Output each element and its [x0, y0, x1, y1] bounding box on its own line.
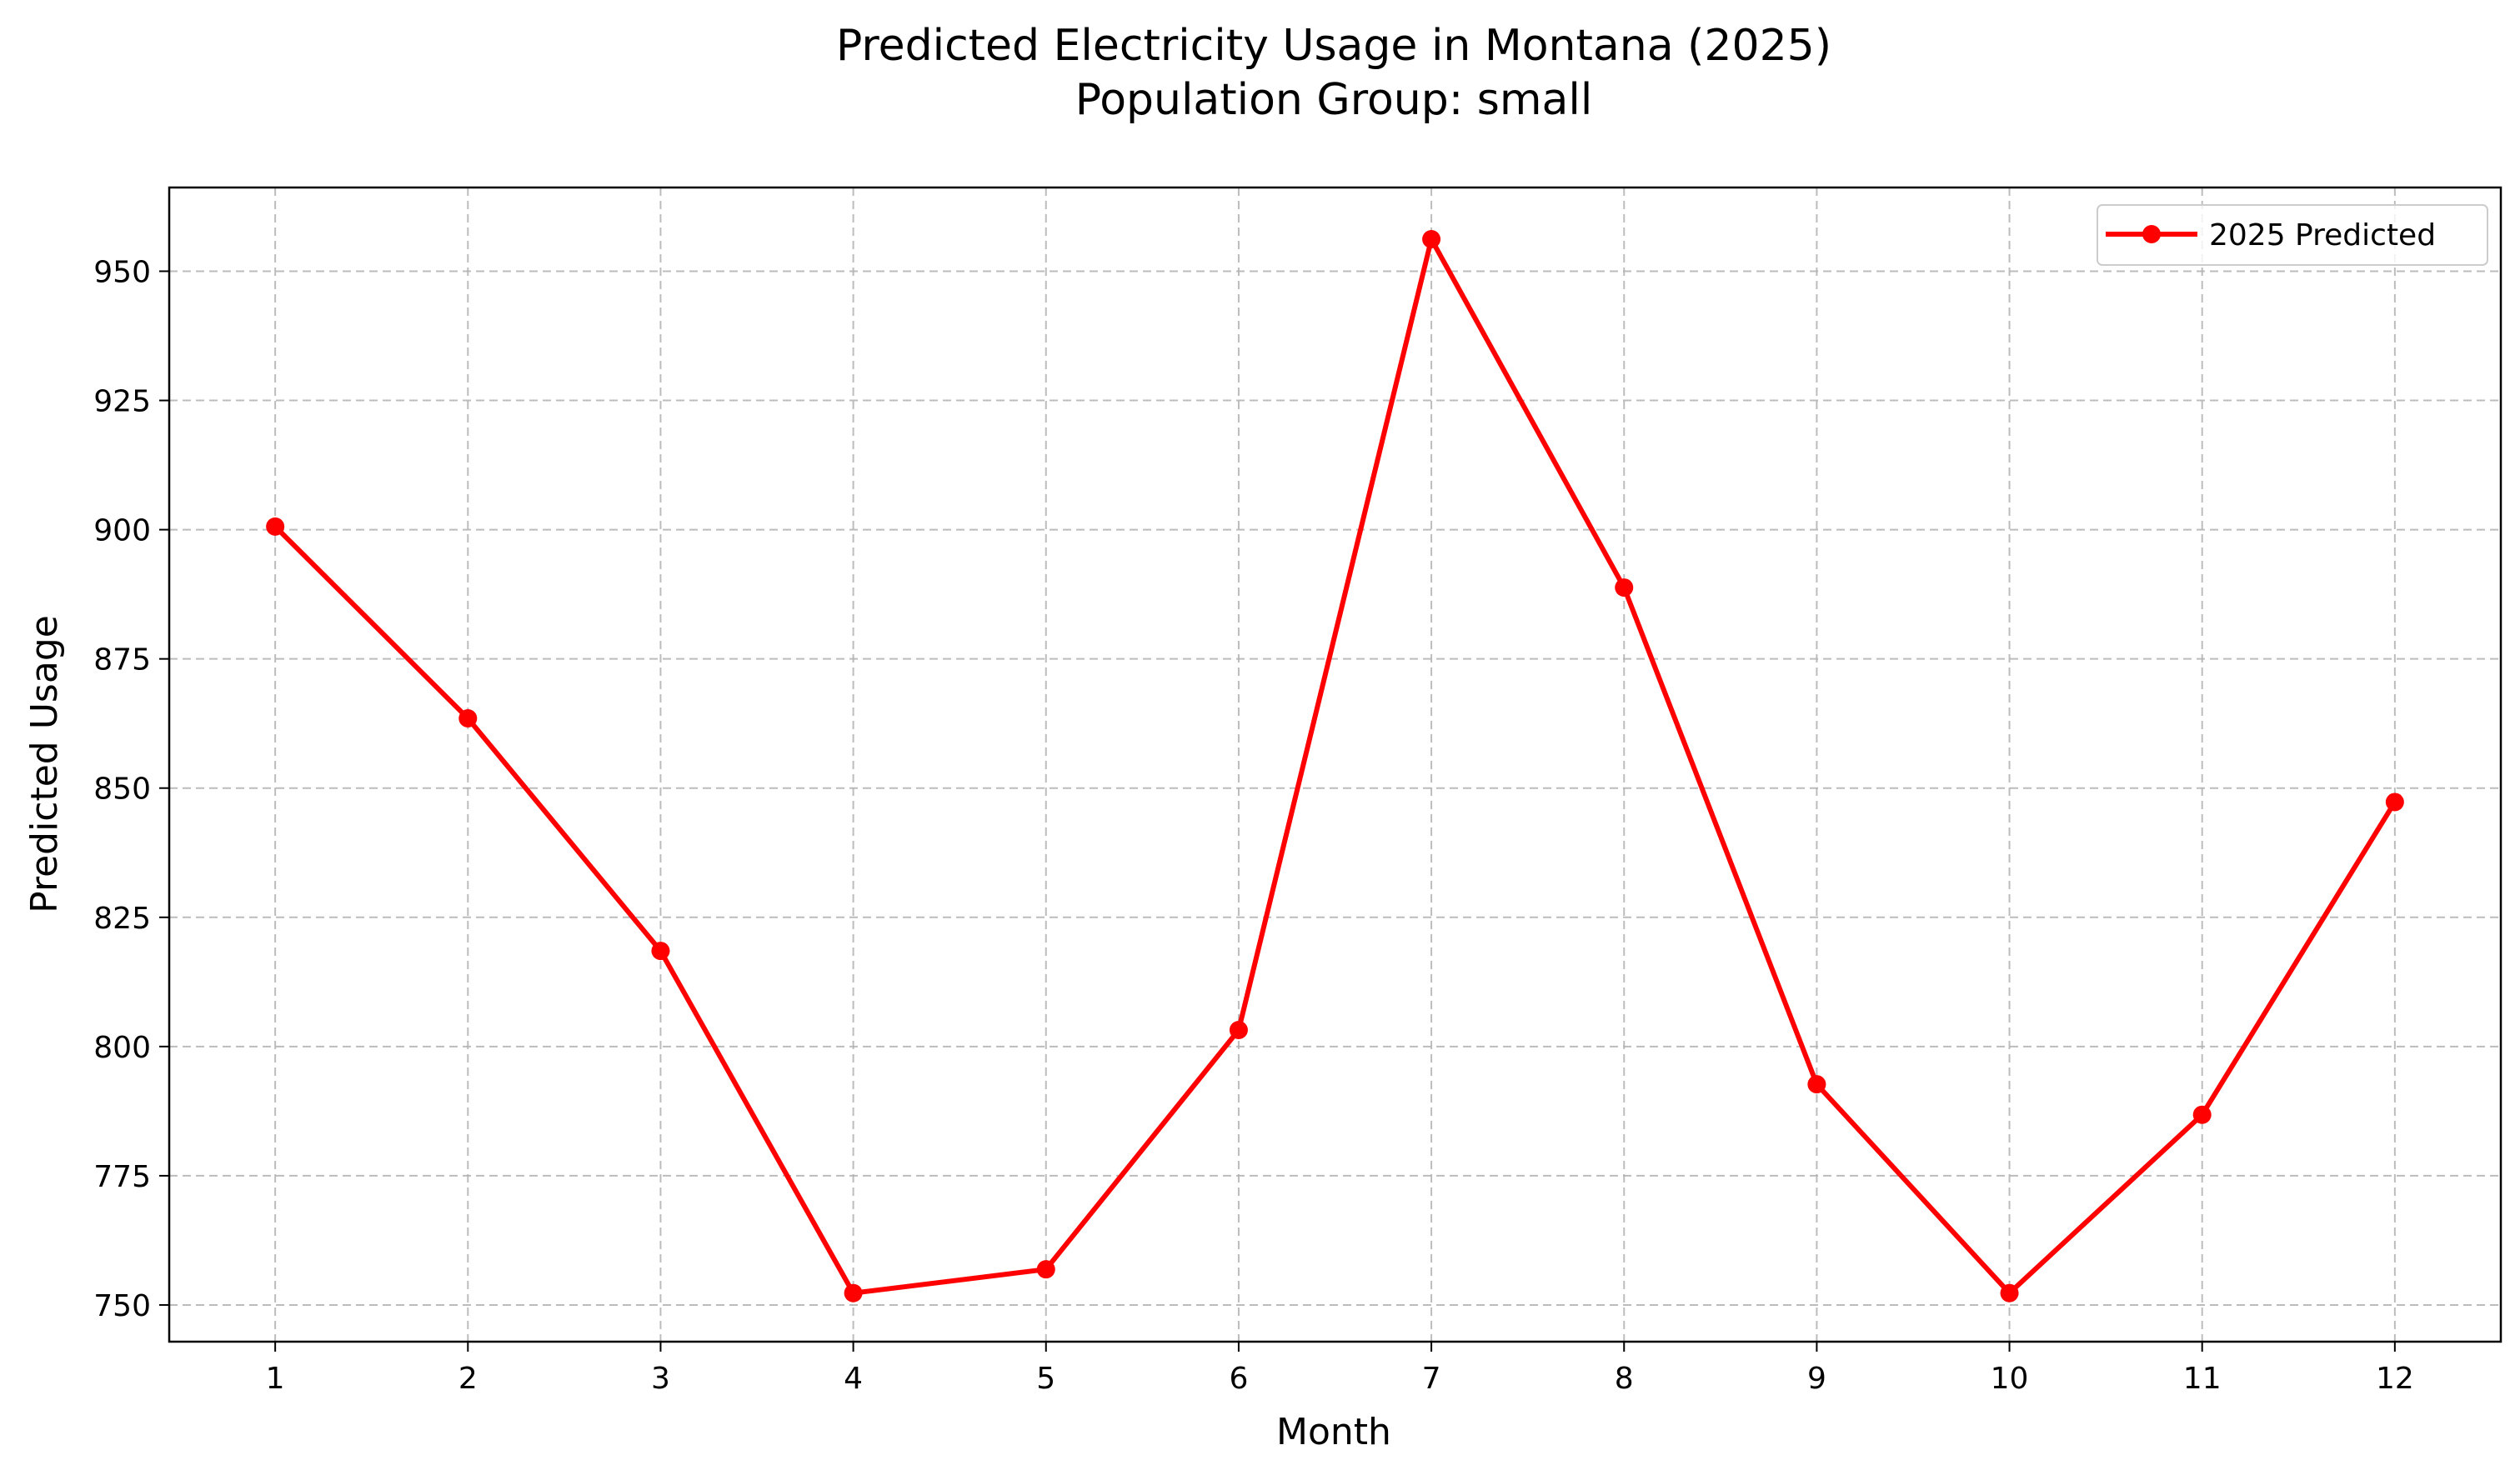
data-point — [1615, 578, 1634, 598]
data-point — [266, 517, 285, 536]
y-tick-label: 950 — [93, 255, 151, 289]
data-point — [1422, 230, 1441, 249]
data-point — [2192, 1105, 2212, 1124]
data-point — [1807, 1075, 1826, 1094]
y-axis-label: Predicted Usage — [23, 615, 66, 913]
x-axis-label: Month — [1276, 1411, 1391, 1453]
x-tick-label: 7 — [1422, 1362, 1441, 1396]
data-point — [1229, 1020, 1248, 1039]
x-tick-label: 11 — [2183, 1362, 2222, 1396]
x-axis-ticks: 1 2 3 4 5 6 7 8 9 10 11 12 — [266, 1342, 2414, 1396]
legend-box — [2097, 204, 2488, 266]
x-tick-label: 10 — [1991, 1362, 2029, 1396]
x-tick-label: 5 — [1036, 1362, 1055, 1396]
y-tick-label: 750 — [93, 1289, 151, 1323]
y-tick-label: 900 — [93, 514, 151, 548]
legend-marker-swatch — [2142, 225, 2161, 243]
chart-subtitle: Population Group: small — [1075, 75, 1593, 125]
y-axis-ticks: 750 775 800 825 850 875 900 925 950 — [93, 255, 169, 1323]
data-point — [2000, 1283, 2019, 1302]
y-tick-label: 775 — [93, 1160, 151, 1194]
y-tick-label: 850 — [93, 772, 151, 807]
legend: 2025 Predicted — [2097, 204, 2488, 266]
x-tick-label: 12 — [2376, 1362, 2414, 1396]
data-point — [2385, 792, 2404, 812]
data-point — [651, 942, 670, 961]
legend-label: 2025 Predicted — [2209, 218, 2436, 252]
data-point — [458, 708, 478, 728]
plot-area-frame — [168, 186, 2502, 1343]
data-point — [844, 1283, 863, 1302]
y-tick-label: 875 — [93, 643, 151, 678]
chart-title: Predicted Electricity Usage in Montana (… — [836, 21, 1831, 71]
x-tick-label: 3 — [651, 1362, 670, 1396]
series-line — [273, 237, 2397, 1296]
y-tick-label: 925 — [93, 385, 151, 419]
y-tick-label: 800 — [93, 1031, 151, 1065]
grid-lines — [169, 188, 2501, 1342]
x-tick-label: 4 — [844, 1362, 863, 1396]
x-tick-label: 2 — [458, 1362, 478, 1396]
y-tick-label: 825 — [93, 902, 151, 936]
x-tick-label: 1 — [266, 1362, 285, 1396]
series-layer — [266, 230, 2404, 1302]
x-tick-label: 9 — [1807, 1362, 1826, 1396]
x-tick-label: 6 — [1229, 1362, 1248, 1396]
data-point — [1036, 1260, 1055, 1279]
x-tick-label: 8 — [1615, 1362, 1634, 1396]
